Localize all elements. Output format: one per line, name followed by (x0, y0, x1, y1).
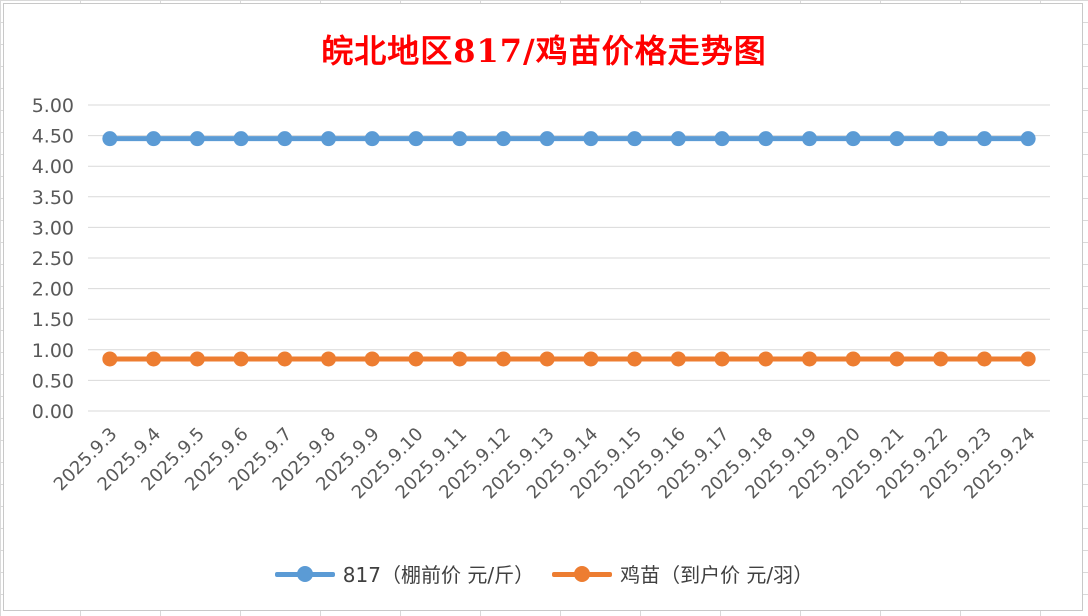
data-point-0 (889, 131, 905, 147)
data-point-1 (976, 351, 992, 367)
data-point-1 (408, 351, 424, 367)
y-tick-label: 4.00 (32, 156, 74, 178)
chart-area[interactable]: 皖北地区817/鸡苗价格走势图 0.00 0.50 1.00 1.50 2.00 2.50… (3, 3, 1083, 611)
legend-label-817: 817（棚前价 元/斤） (342, 563, 535, 587)
data-point-0 (408, 131, 424, 147)
data-point-1 (452, 351, 468, 367)
data-point-0 (233, 131, 249, 147)
data-point-0 (714, 131, 730, 147)
data-point-1 (277, 351, 293, 367)
data-point-0 (539, 131, 555, 147)
data-point-0 (189, 131, 205, 147)
legend-label-chick: 鸡苗（到户价 元/羽） (620, 563, 814, 587)
legend-item-chick: 鸡苗（到户价 元/羽） (552, 559, 813, 588)
data-point-0 (758, 131, 774, 147)
data-point-0 (102, 131, 118, 147)
y-tick-label: 4.50 (32, 126, 74, 148)
y-tick-label: 0.50 (32, 370, 74, 392)
y-tick-label: 1.00 (32, 340, 74, 362)
data-point-0 (845, 131, 861, 147)
data-point-1 (802, 351, 817, 367)
data-point-1 (933, 351, 949, 367)
data-point-1 (321, 351, 336, 367)
data-point-1 (670, 351, 686, 367)
legend-item-817: 817（棚前价 元/斤） (274, 559, 535, 588)
data-point-1 (714, 351, 730, 367)
data-point-1 (583, 351, 599, 367)
data-point-1 (495, 351, 511, 367)
data-point-0 (933, 131, 949, 147)
data-point-0 (1020, 131, 1036, 147)
data-point-0 (976, 131, 992, 147)
chart-legend: 817（棚前价 元/斤） 鸡苗（到户价 元/羽） (4, 559, 1084, 588)
data-point-0 (627, 131, 643, 147)
data-point-0 (495, 131, 511, 147)
data-point-1 (233, 351, 249, 367)
data-point-0 (146, 131, 162, 147)
y-tick-label: 2.50 (32, 248, 74, 270)
data-point-0 (802, 131, 817, 147)
data-point-1 (1020, 351, 1036, 367)
data-point-0 (452, 131, 468, 147)
data-point-1 (146, 351, 162, 367)
data-point-1 (845, 351, 861, 367)
data-point-1 (889, 351, 905, 367)
data-point-1 (364, 351, 380, 367)
y-tick-label: 3.00 (32, 217, 74, 239)
data-point-0 (583, 131, 599, 147)
data-point-1 (758, 351, 774, 367)
data-point-1 (102, 351, 118, 367)
legend-swatch-chick (552, 565, 613, 583)
legend-swatch-817 (274, 565, 335, 583)
y-tick-label: 5.00 (32, 95, 74, 117)
chart-title: 皖北地区817/鸡苗价格走势图 (321, 32, 767, 70)
y-tick-label: 1.50 (32, 309, 74, 331)
data-point-1 (627, 351, 643, 367)
line-chart: 0.00 0.50 1.00 1.50 2.00 2.50 3.00 3.50 4.00 4.50… (32, 95, 1050, 503)
y-tick-label: 0.00 (32, 401, 74, 423)
data-point-0 (364, 131, 380, 147)
data-point-1 (189, 351, 205, 367)
y-tick-label: 2.00 (32, 279, 74, 301)
data-point-0 (277, 131, 293, 147)
data-point-0 (670, 131, 686, 147)
y-tick-label: 3.50 (32, 187, 74, 209)
data-point-0 (321, 131, 336, 147)
data-point-1 (539, 351, 555, 367)
